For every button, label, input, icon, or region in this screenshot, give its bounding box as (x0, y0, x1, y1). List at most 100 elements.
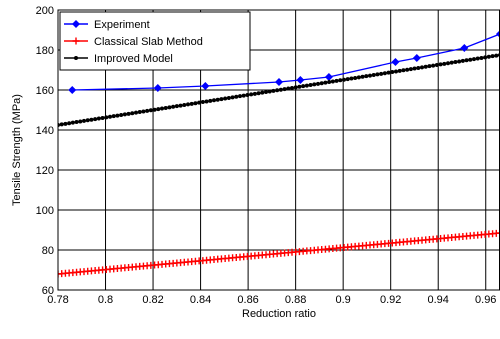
data-point (296, 76, 305, 84)
y-tick-label: 200 (36, 5, 54, 17)
legend-marker (74, 56, 78, 60)
data-point (178, 103, 183, 108)
data-point (391, 58, 400, 66)
data-point (386, 70, 391, 75)
data-point (316, 81, 320, 86)
y-axis-ticks: 60 80 100 120 140 160 180 200 (36, 5, 54, 297)
data-point (420, 65, 424, 70)
legend: Experiment Classical Slab Method Improved … (59, 11, 251, 71)
data-point (122, 112, 127, 117)
y-axis-label: Tensile Strength (MPa) (11, 94, 23, 206)
data-point (186, 102, 190, 107)
data-point (312, 82, 317, 87)
data-point (286, 86, 291, 91)
legend-item: Improved Model (64, 53, 173, 65)
data-point (85, 118, 90, 123)
data-point (163, 105, 168, 110)
data-point (405, 67, 410, 72)
data-point (412, 54, 421, 62)
x-tick-label: 0.82 (142, 294, 163, 306)
data-point (490, 54, 495, 59)
legend-label: Improved Model (94, 53, 173, 65)
data-point (200, 100, 205, 105)
data-point (368, 73, 372, 78)
data-point (271, 88, 276, 93)
data-point (468, 57, 473, 62)
data-point (260, 90, 265, 95)
data-point (104, 115, 109, 120)
x-tick-label: 0.88 (285, 294, 306, 306)
data-point (304, 83, 309, 88)
data-point (290, 85, 294, 90)
data-point (275, 78, 283, 86)
data-point (334, 78, 339, 83)
data-point (238, 94, 242, 99)
legend-box (59, 11, 251, 71)
data-point (382, 71, 387, 76)
data-point (171, 104, 176, 109)
data-point (230, 95, 235, 100)
data-point (197, 100, 202, 105)
data-point (152, 107, 157, 112)
data-point (416, 65, 421, 70)
data-point (486, 54, 491, 59)
data-point (342, 77, 346, 82)
legend-marker (72, 37, 80, 45)
data-point (204, 99, 209, 104)
data-point (438, 62, 443, 67)
data-point (100, 115, 105, 120)
data-point (241, 93, 246, 98)
data-point (89, 117, 94, 122)
data-point (338, 78, 343, 83)
legend-label: Experiment (94, 19, 150, 31)
data-point (108, 114, 112, 119)
data-point (126, 111, 131, 116)
data-point (215, 97, 220, 102)
data-point (472, 57, 476, 62)
data-point (324, 73, 333, 81)
data-point (145, 108, 150, 113)
data-point (449, 60, 454, 65)
y-tick-label: 180 (36, 45, 54, 57)
series-improved-model (58, 53, 500, 127)
data-point (119, 113, 124, 117)
data-point (364, 74, 369, 79)
data-point (345, 77, 350, 82)
data-point (401, 68, 406, 73)
data-point (67, 121, 72, 126)
data-point (93, 117, 98, 122)
data-point (379, 71, 384, 76)
y-tick-label: 160 (36, 85, 54, 97)
data-point (301, 84, 306, 89)
data-point (193, 101, 198, 106)
data-point (394, 69, 398, 74)
data-point (264, 90, 268, 95)
y-tick-label: 100 (36, 205, 54, 217)
data-point (201, 82, 210, 90)
data-point (397, 68, 402, 73)
data-point (496, 229, 500, 237)
data-point (96, 116, 101, 121)
data-point (494, 53, 499, 58)
data-point (327, 80, 332, 85)
data-point (137, 110, 142, 115)
data-point (212, 98, 216, 103)
x-axis-label: Reduction ratio (242, 308, 316, 320)
data-point (130, 111, 135, 116)
y-tick-label: 80 (42, 245, 54, 257)
x-tick-label: 0.86 (237, 294, 258, 306)
series-experiment (68, 30, 500, 94)
data-point (208, 98, 213, 103)
data-point (353, 75, 358, 80)
data-point (371, 73, 376, 77)
data-point (431, 63, 436, 68)
data-point (115, 113, 120, 118)
series-layer (58, 30, 500, 278)
x-tick-label: 0.8 (98, 294, 113, 306)
data-point (174, 104, 179, 109)
data-point (148, 108, 153, 113)
data-point (442, 61, 447, 66)
legend-label: Classical Slab Method (94, 36, 203, 48)
data-point (408, 67, 413, 72)
data-point (282, 87, 287, 92)
